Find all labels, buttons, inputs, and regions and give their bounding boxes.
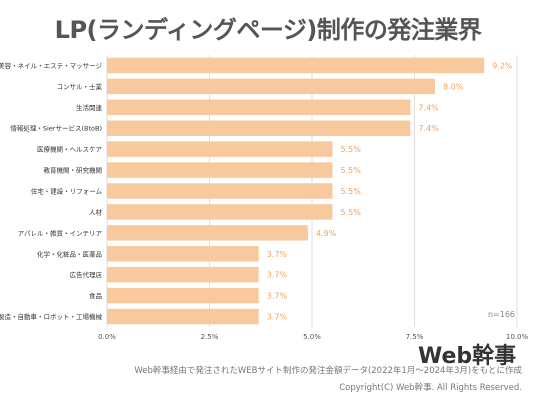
chart-title: LP(ランディングページ)制作の発注業界 — [54, 16, 482, 44]
copyright-notice: Copyright(C) Web幹事. All Rights Reserved. — [339, 383, 522, 393]
value-label: 4.9% — [316, 229, 337, 238]
category-label: 食品 — [89, 291, 102, 300]
value-label: 8.0% — [443, 82, 464, 91]
bar — [107, 287, 259, 304]
bar — [107, 162, 333, 178]
bar — [107, 141, 333, 157]
category-label: アパレル・雑貨・インテリア — [18, 228, 103, 237]
value-label: 3.7% — [267, 292, 288, 301]
value-label: 9.2% — [492, 61, 513, 70]
category-label: 情報処理・Sierサービス(BtoB) — [10, 124, 102, 133]
value-label: 5.5% — [341, 166, 362, 175]
category-label: 美容・ネイル・エステ・マッサージ — [0, 61, 102, 70]
value-label: 3.7% — [267, 313, 288, 322]
sample-size-annotation: n=166 — [488, 310, 515, 319]
bar — [107, 266, 259, 283]
category-label: 広告代理店 — [70, 270, 103, 279]
source-footnote: Web幹事経由で発注されたWEBサイト制作の発注金額データ(2022年1月〜20… — [134, 366, 522, 376]
bar — [107, 99, 411, 116]
category-label: コンサル・士業 — [57, 82, 103, 91]
category-label: 人材 — [89, 207, 103, 216]
category-label: 医療機関・ヘルスケア — [37, 145, 103, 154]
category-label: 製造・自動車・ロボット・工場機械 — [0, 312, 103, 321]
x-tick-label: 2.5% — [201, 333, 219, 341]
value-label: 3.7% — [267, 250, 288, 259]
bar — [107, 246, 259, 262]
category-label: 化学・化粧品・医薬品 — [37, 249, 102, 258]
bar — [107, 204, 333, 220]
x-tick-label: 10.0% — [506, 333, 529, 341]
value-label: 5.5% — [341, 187, 362, 196]
value-label: 5.5% — [341, 145, 362, 154]
logo-text: Web幹事 — [418, 344, 517, 369]
value-label: 3.7% — [267, 271, 288, 280]
category-label: 住宅・建設・リフォーム — [31, 187, 103, 196]
x-tick-label: 5.0% — [303, 333, 321, 341]
bar — [107, 308, 259, 325]
bar — [107, 78, 435, 95]
x-tick-label: 0.0% — [98, 333, 116, 341]
value-label: 5.5% — [341, 208, 362, 217]
category-label: 教育機関・研究機関 — [44, 166, 103, 175]
web-kanji-logo: Web幹事 — [418, 338, 516, 370]
bar — [107, 57, 485, 74]
bar — [107, 183, 333, 199]
bar — [107, 120, 411, 136]
value-label: 7.4% — [418, 124, 439, 133]
value-label: 7.4% — [418, 103, 439, 112]
category-label: 生活関連 — [76, 103, 103, 112]
x-tick-label: 7.5% — [406, 333, 424, 341]
bar — [107, 225, 308, 241]
